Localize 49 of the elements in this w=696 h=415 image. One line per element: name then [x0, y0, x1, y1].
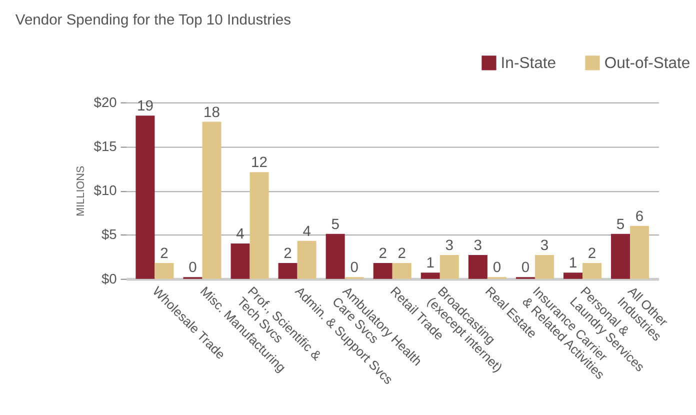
bar	[563, 272, 582, 279]
data-label: 2	[284, 246, 292, 262]
legend-label: In-State	[500, 54, 556, 72]
bar	[468, 255, 488, 279]
bar	[278, 262, 298, 279]
bar	[202, 122, 222, 279]
data-label: 5	[616, 216, 625, 233]
bar	[154, 262, 174, 279]
legend-label: Out-of-State	[604, 54, 690, 72]
bar	[250, 172, 269, 279]
data-label: 18	[204, 104, 220, 121]
data-label: 1	[426, 256, 434, 272]
data-label: 2	[378, 246, 387, 262]
bar	[136, 116, 155, 279]
data-label: 0	[521, 260, 530, 276]
data-label: 3	[540, 238, 549, 254]
data-label: 6	[635, 208, 644, 225]
data-label: 5	[331, 216, 340, 233]
chart-title: Vendor Spending for the Top 10 Industries	[15, 12, 291, 28]
bar	[326, 234, 345, 279]
bar	[230, 244, 250, 279]
y-tick-label: $5	[101, 227, 118, 242]
data-label: 2	[398, 246, 406, 262]
data-label: 0	[188, 260, 197, 276]
bar	[420, 272, 440, 279]
bar	[392, 262, 412, 279]
y-tick-label: $20	[94, 94, 118, 110]
data-label: 0	[492, 260, 502, 276]
y-axis-title: MILLIONS	[74, 166, 87, 216]
y-tick-label: $0	[101, 271, 118, 286]
data-label: 4	[236, 226, 244, 243]
data-label: 3	[445, 238, 454, 254]
y-tick-label: $10	[94, 183, 118, 198]
bar	[611, 234, 630, 279]
bar	[297, 240, 316, 279]
bar	[373, 262, 392, 279]
bar	[440, 255, 459, 279]
data-label: 2	[588, 246, 596, 262]
data-label: 2	[160, 246, 168, 262]
data-label: 3	[474, 238, 482, 254]
data-label: 12	[251, 155, 268, 172]
y-tick-label: $15	[94, 138, 118, 154]
bar	[534, 255, 554, 279]
bar	[582, 262, 602, 279]
data-label: 4	[302, 224, 311, 240]
data-label: 0	[350, 260, 358, 276]
data-label: 1	[568, 256, 578, 272]
data-label: 19	[136, 98, 154, 115]
bar	[630, 226, 650, 279]
